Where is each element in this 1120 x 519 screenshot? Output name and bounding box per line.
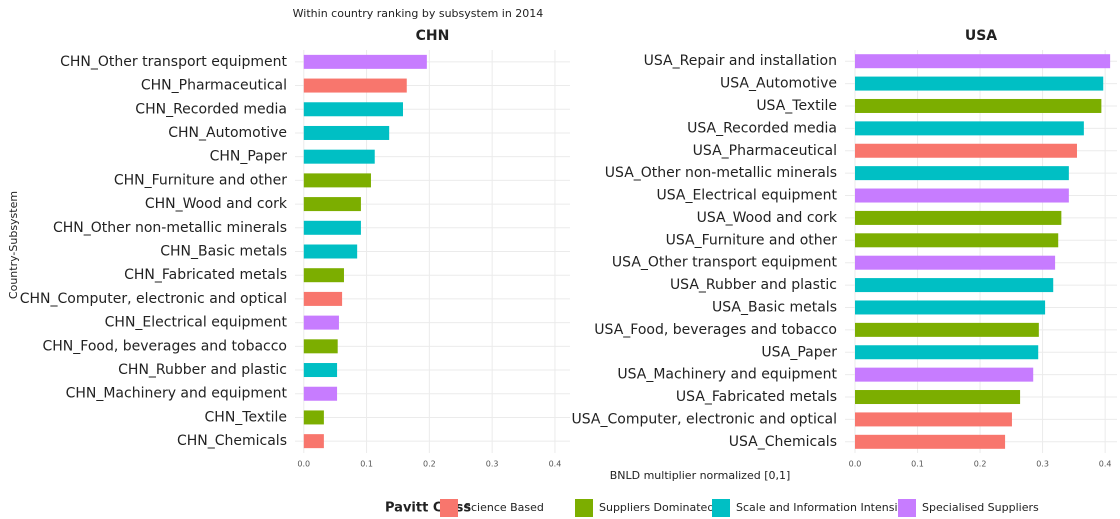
bar [303,363,338,378]
bar [855,233,1059,248]
bar [855,255,1056,270]
bar [855,322,1039,337]
bar [303,149,375,164]
bar [855,76,1104,91]
y-tick-label: USA_Automotive [720,76,837,92]
y-tick-label: CHN_Pharmaceutical [141,78,287,94]
x-tick-label: 0.0 [297,460,310,469]
y-tick-label: CHN_Other non-metallic minerals [53,220,287,236]
y-tick-label: USA_Other non-metallic minerals [605,165,837,181]
y-tick-label: USA_Basic metals [712,299,837,315]
bar [303,78,407,93]
y-tick-label: USA_Fabricated metals [676,389,837,405]
bar [855,166,1069,181]
bar [855,98,1102,113]
bar [855,390,1021,405]
bar [303,102,403,117]
y-tick-label: USA_Food, beverages and tobacco [594,322,837,338]
legend-swatch [898,499,916,517]
y-tick-label: USA_Textile [756,98,837,114]
y-tick-label: CHN_Furniture and other [114,172,287,188]
bar [303,268,344,283]
bar [855,434,1006,449]
bar [855,300,1046,315]
y-tick-label: USA_Machinery and equipment [617,367,837,383]
bar [303,220,361,235]
bar [303,173,371,188]
bar [855,345,1039,360]
x-tick-label: 0.1 [360,460,373,469]
bar [303,339,338,354]
y-tick-label: CHN_Automotive [168,125,287,141]
y-tick-label: CHN_Electrical equipment [105,315,288,331]
y-tick-label: USA_Recorded media [687,120,837,136]
bar [303,386,338,401]
y-tick-label: USA_Chemicals [729,434,837,450]
legend-label: Science Based [464,501,544,514]
bar [855,143,1077,158]
x-tick-label: 0.4 [1099,460,1112,469]
legend-title: Pavitt Class [385,501,471,516]
bar [303,434,324,449]
y-tick-label: USA_Electrical equipment [656,188,837,204]
panel-title: CHN [416,28,450,44]
legend-label: Specialised Suppliers [922,501,1039,514]
bar [303,244,358,259]
bar [303,410,324,425]
legend-label: Suppliers Dominated [599,501,714,514]
y-tick-label: USA_Repair and installation [644,53,837,69]
y-tick-label: CHN_Food, beverages and tobacco [43,338,288,354]
y-tick-label: USA_Computer, electronic and optical [572,411,837,427]
y-tick-label: CHN_Machinery and equipment [66,386,288,402]
y-tick-label: CHN_Wood and cork [145,196,288,212]
y-tick-label: CHN_Fabricated metals [124,267,287,283]
y-axis-label: Country-Subsystem [7,191,20,299]
y-tick-label: CHN_Textile [205,409,287,425]
x-tick-label: 0.0 [849,460,862,469]
bar [303,54,427,69]
y-tick-label: USA_Pharmaceutical [693,143,837,159]
bar [855,412,1012,427]
bar [303,291,343,306]
bar [855,367,1034,382]
legend-label: Scale and Information Intensive [736,501,911,514]
x-tick-label: 0.2 [974,460,987,469]
y-tick-label: USA_Wood and cork [697,210,838,226]
bar [303,315,339,330]
bar [855,188,1069,203]
y-tick-label: CHN_Computer, electronic and optical [20,291,287,307]
y-tick-label: USA_Other transport equipment [612,255,838,271]
bar [855,121,1084,136]
y-tick-label: USA_Rubber and plastic [670,277,837,293]
y-tick-label: USA_Furniture and other [666,232,838,248]
x-tick-label: 0.2 [423,460,436,469]
legend-swatch [712,499,730,517]
bar [855,210,1062,225]
x-tick-label: 0.4 [549,460,562,469]
bar [855,278,1054,293]
y-tick-label: CHN_Other transport equipment [60,54,287,70]
y-tick-label: CHN_Basic metals [160,244,287,260]
y-tick-label: USA_Paper [761,344,837,360]
chart-title: Within country ranking by subsystem in 2… [293,7,544,20]
y-tick-label: CHN_Rubber and plastic [118,362,287,378]
panel-title: USA [965,28,997,44]
x-axis-label: BNLD multiplier normalized [0,1] [610,469,791,482]
bar [303,197,361,212]
x-tick-label: 0.1 [911,460,924,469]
bar [855,54,1111,69]
legend-swatch [440,499,458,517]
y-tick-label: CHN_Recorded media [135,101,287,117]
bar [303,125,390,140]
x-tick-label: 0.3 [1036,460,1049,469]
y-tick-label: CHN_Paper [210,149,288,165]
y-tick-label: CHN_Chemicals [177,433,287,449]
legend-swatch [575,499,593,517]
x-tick-label: 0.3 [486,460,499,469]
